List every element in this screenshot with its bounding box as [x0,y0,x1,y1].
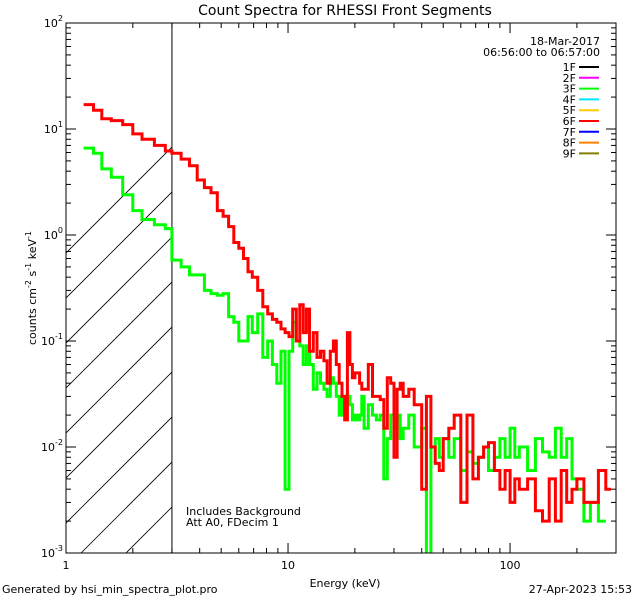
footer-timestamp: 27-Apr-2023 15:53 [528,583,632,596]
legend-label: 5F [563,104,576,117]
plot-frame [65,22,617,554]
y-axis-label: counts cm-2 s-1 keV-1 [24,231,39,345]
x-tick-label: 1 [63,559,70,572]
annotation-attenuator: Att A0, FDecim 1 [186,516,279,529]
y-tick-label: 100 [44,226,63,242]
hatched-region [66,23,173,553]
series-6F [83,103,612,523]
annotation-background: Includes Background [186,505,301,518]
date-label: 18-Mar-2017 [530,35,600,48]
y-tick-label: 10-3 [41,544,63,560]
legend-label: 1F [563,61,576,74]
legend-label: 3F [563,83,576,96]
series-layer [83,103,612,553]
axis-ticks: 1 10 100 102 101 100 10-1 10-2 10-3 [41,14,617,572]
y-tick-label: 102 [44,14,63,30]
y-tick-label: 10-1 [41,332,63,348]
footer-generated-by: Generated by hsi_min_spectra_plot.pro [2,583,218,596]
x-axis-label: Energy (keV) [310,577,381,590]
x-tick-label: 10 [281,559,295,572]
hatch-lines [66,146,172,553]
x-tick-label: 100 [500,559,521,572]
legend-label: 8F [563,137,576,150]
chart-title: Count Spectra for RHESSI Front Segments [198,3,492,19]
legend-label: 4F [563,93,576,106]
legend-label: 9F [563,147,576,160]
legend-label: 2F [563,72,576,85]
legend-label: 6F [563,115,576,128]
series-3F [83,146,606,553]
legend-label: 7F [563,126,576,139]
y-tick-label: 10-2 [41,438,63,454]
y-tick-label: 101 [44,120,63,136]
time-range-label: 06:56:00 to 06:57:00 [483,46,600,59]
